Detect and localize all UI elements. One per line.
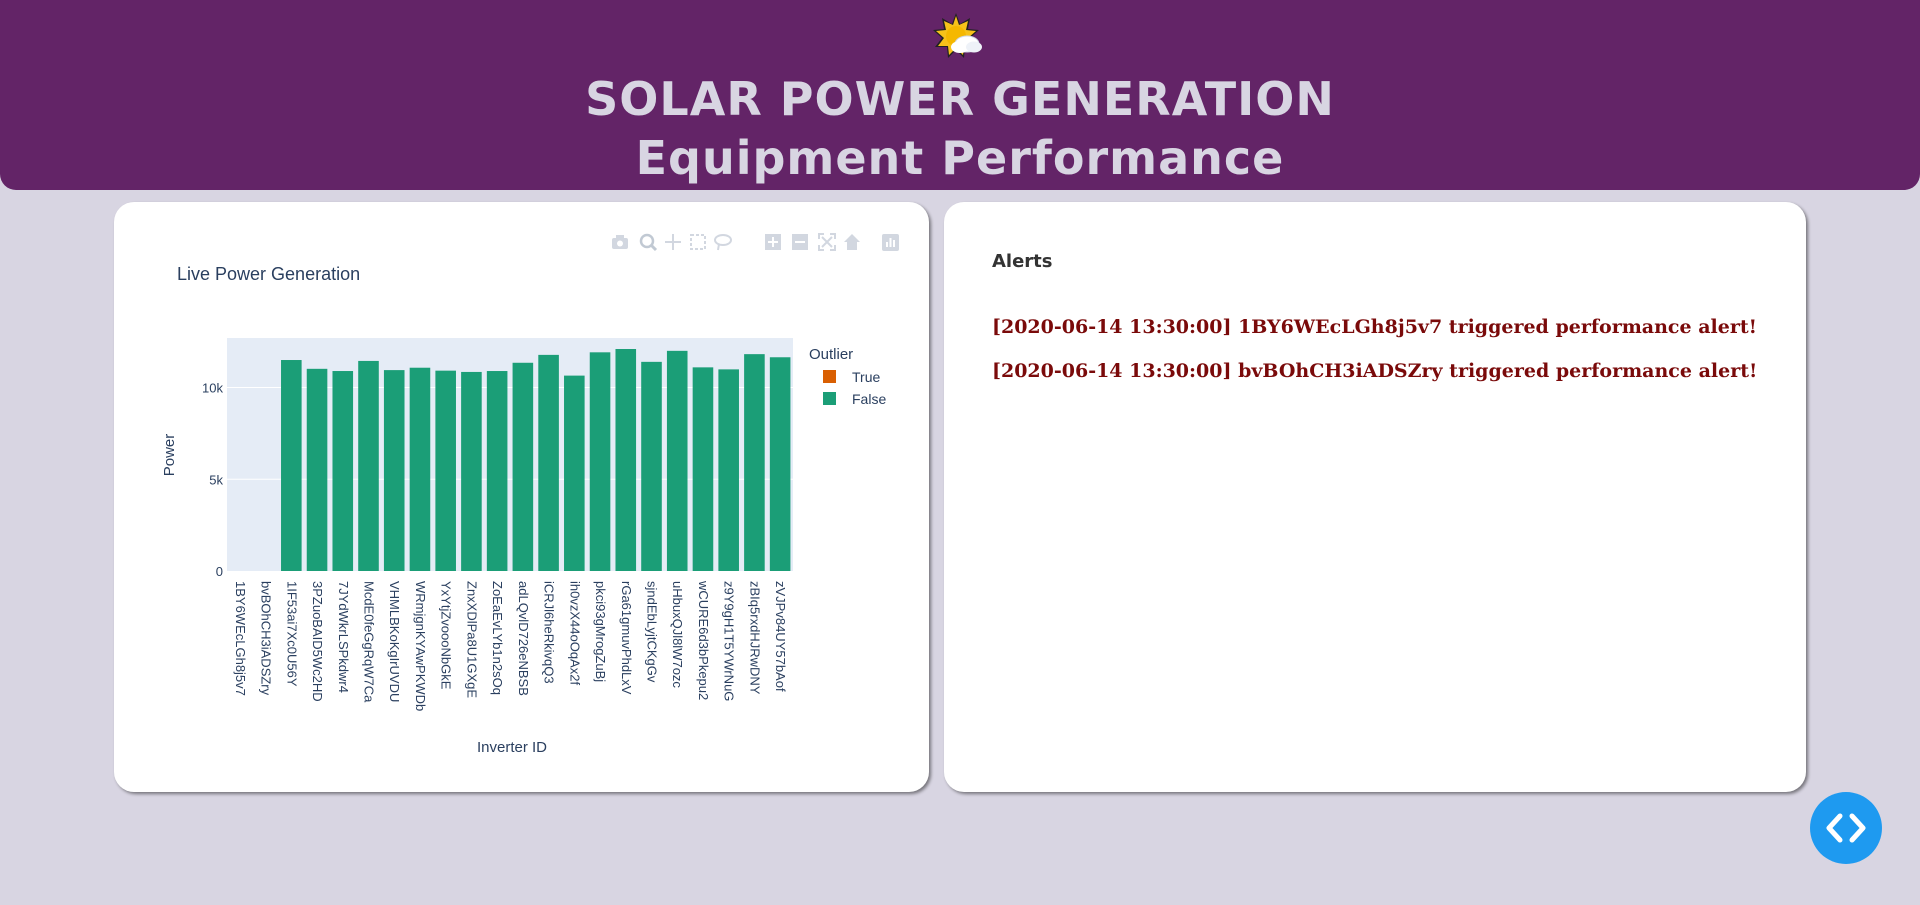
x-tick-label: VHMLBKoKgIrUVDU	[387, 581, 402, 702]
legend-title: Outlier	[809, 346, 853, 363]
x-tick-label: wCURE6d3bPkepu2	[696, 580, 711, 700]
bar-false-adLQvlD726eNBSB[interactable]	[512, 362, 534, 571]
x-tick-label: adLQvlD726eNBSB	[516, 581, 531, 696]
x-tick-label: McdE0feGgRqW7Ca	[362, 581, 377, 703]
bar-false-ZoEaEvLYb1n2sOq[interactable]	[486, 371, 508, 571]
x-tick-label: ih0vzX44oOqAx2f	[567, 581, 582, 685]
x-tick-label: rGa61gmuvPhdLxV	[619, 581, 634, 695]
x-tick-label: iCRJl6heRkivqQ3	[542, 581, 557, 684]
zoom-icon[interactable]	[639, 233, 658, 252]
alerts-title: Alerts	[992, 251, 1053, 272]
x-tick-label: bvBOhCH3iADSZry	[259, 581, 274, 696]
alert-item: [2020-06-14 13:30:00] 1BY6WEcLGh8j5v7 tr…	[992, 316, 1757, 338]
y-tick-label: 10k	[202, 381, 223, 396]
y-tick-label: 0	[216, 564, 223, 579]
sun-behind-cloud-icon	[933, 13, 982, 58]
pan-icon[interactable]	[665, 234, 681, 250]
x-tick-label: zBIq5rxdHJRwDNY	[747, 581, 762, 695]
bar-false-McdE0feGgRqW7Ca[interactable]	[358, 360, 379, 571]
legend-item-false[interactable]: False	[823, 391, 886, 407]
x-tick-label: YxYtjZvoooNbGkE	[439, 581, 454, 690]
bar-false-zBIq5rxdHJRwDNY[interactable]	[744, 354, 765, 571]
reset-axes-icon[interactable]	[844, 234, 860, 250]
x-tick-label: pkci93gMrogZuBj	[593, 581, 608, 682]
x-tick-label: 7JYdWkrLSPkdwr4	[336, 581, 351, 693]
x-tick-label: ZoEaEvLYb1n2sOq	[490, 581, 505, 695]
x-tick-label: sjndEbLyjtCKgGv	[645, 581, 660, 683]
y-tick-label: 5k	[209, 472, 223, 487]
bar-false-zVJPv84UY57bAof[interactable]	[769, 357, 791, 571]
plotly-logo-icon[interactable]	[882, 234, 899, 251]
legend-item-true[interactable]: True	[823, 369, 880, 385]
bar-false-ih0vzX44oOqAx2f[interactable]	[564, 375, 585, 571]
bar-false-VHMLBKoKgIrUVDU[interactable]	[383, 370, 405, 571]
zoom-out-icon[interactable]	[792, 234, 808, 250]
page-header: SOLAR POWER GENERATION Equipment Perform…	[0, 0, 1920, 190]
x-tick-label: ZnxXDlPa8U1GXgE	[464, 581, 479, 698]
legend-label-false: False	[852, 391, 886, 407]
x-tick-label: 1BY6WEcLGh8j5v7	[233, 581, 248, 696]
bar-false-YxYtjZvoooNbGkE[interactable]	[435, 370, 456, 571]
power-bar-chart: Live Power Generation 0 5k 10k 1BY6WEcLGh8…	[161, 233, 899, 756]
code-brackets-icon	[1826, 813, 1866, 843]
x-tick-label: 1IF53ai7Xc0U56Y	[284, 581, 299, 687]
x-tick-label: z9Y9gH1T5YWrNuG	[722, 581, 737, 701]
y-axis-label: Power	[161, 434, 178, 477]
legend-label-true: True	[852, 369, 880, 385]
bar-false-wCURE6d3bPkepu2[interactable]	[692, 367, 714, 571]
chart-modebar	[612, 233, 899, 252]
autoscale-icon[interactable]	[818, 233, 836, 251]
chart-legend: Outlier True False	[809, 346, 886, 407]
x-tick-label: uHbuxQJl8lW7ozc	[670, 581, 685, 688]
x-tick-label: WRmjgnKYAwPKWDb	[413, 581, 428, 711]
bar-false-3PZuoBAID5Wc2HD[interactable]	[306, 368, 328, 571]
chart-title: Live Power Generation	[177, 264, 360, 284]
bar-false-iCRJl6heRkivqQ3[interactable]	[538, 354, 559, 571]
lasso-icon[interactable]	[714, 234, 732, 251]
bar-false-sjndEbLyjtCKgGv[interactable]	[641, 361, 662, 571]
page-title-line-1: SOLAR POWER GENERATION	[585, 72, 1335, 126]
box-select-icon[interactable]	[690, 234, 706, 250]
bar-false-rGa61gmuvPhdLxV[interactable]	[615, 349, 637, 571]
bar-false-WRmjgnKYAwPKWDb[interactable]	[409, 367, 431, 571]
bar-false-7JYdWkrLSPkdwr4[interactable]	[332, 371, 354, 571]
legend-swatch-true	[823, 370, 836, 383]
alerts-card: Alerts [2020-06-14 13:30:00] 1BY6WEcLGh8…	[944, 202, 1806, 792]
x-axis-label: Inverter ID	[477, 739, 547, 756]
bar-false-uHbuxQJl8lW7ozc[interactable]	[666, 350, 688, 571]
bar-false-pkci93gMrogZuBj[interactable]	[589, 352, 611, 571]
camera-icon[interactable]	[612, 235, 628, 249]
bar-false-z9Y9gH1T5YWrNuG[interactable]	[718, 369, 739, 571]
x-tick-label: zVJPv84UY57bAof	[773, 581, 788, 692]
bar-false-ZnxXDlPa8U1GXgE[interactable]	[461, 371, 482, 571]
code-toggle-button[interactable]	[1810, 792, 1882, 864]
zoom-in-icon[interactable]	[765, 234, 781, 250]
bar-false-1IF53ai7Xc0U56Y[interactable]	[281, 360, 302, 571]
x-tick-label: 3PZuoBAID5Wc2HD	[310, 581, 325, 702]
legend-swatch-false	[823, 392, 836, 405]
chart-card: Live Power Generation 0 5k 10k 1BY6WEcLGh8…	[114, 202, 929, 792]
alert-item: [2020-06-14 13:30:00] bvBOhCH3iADSZry tr…	[992, 360, 1758, 382]
page-title-line-2: Equipment Performance	[635, 131, 1285, 185]
